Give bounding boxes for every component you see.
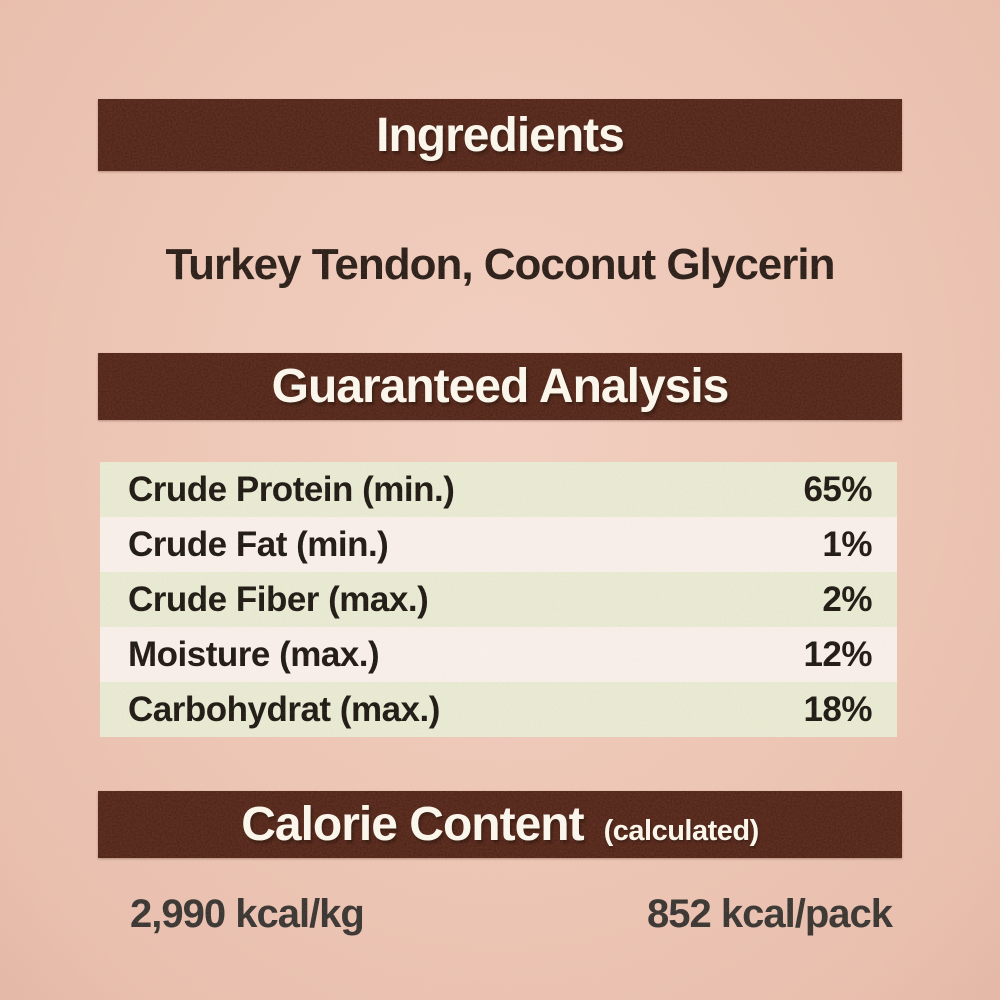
ingredients-title: Ingredients	[376, 108, 625, 162]
row-value: 2%	[822, 579, 872, 619]
row-value: 18%	[803, 689, 872, 729]
guaranteed-analysis-header-bar: Guaranteed Analysis	[98, 353, 902, 420]
ingredients-list: Turkey Tendon, Coconut Glycerin	[165, 240, 835, 289]
table-row-carbohydrat: Carbohydrat (max.) 18%	[100, 682, 897, 737]
row-label: Moisture (max.)	[128, 634, 380, 674]
row-label: Crude Fat (min.)	[128, 524, 389, 564]
kcal-per-pack: 852 kcal/pack	[647, 892, 893, 936]
calorie-values-line: 2,990 kcal/kg 852 kcal/pack	[130, 892, 893, 937]
table-row-crude-fat: Crude Fat (min.) 1%	[100, 517, 897, 572]
calorie-content-title: Calorie Content	[241, 798, 584, 851]
calorie-content-header-bar: Calorie Content (calculated)	[98, 791, 902, 858]
table-row-moisture: Moisture (max.) 12%	[100, 627, 897, 682]
row-label: Crude Protein (min.)	[128, 469, 455, 509]
calorie-content-header-inner: Calorie Content (calculated)	[241, 791, 759, 858]
kcal-per-kg: 2,990 kcal/kg	[130, 892, 365, 936]
row-label: Carbohydrat (max.)	[128, 689, 440, 729]
row-value: 1%	[822, 524, 872, 564]
ingredients-header-bar: Ingredients	[98, 99, 902, 171]
guaranteed-analysis-table: Crude Protein (min.) 65% Crude Fat (min.…	[100, 462, 897, 737]
calorie-content-subtitle: (calculated)	[603, 815, 760, 847]
table-row-crude-fiber: Crude Fiber (max.) 2%	[100, 572, 897, 627]
guaranteed-analysis-title: Guaranteed Analysis	[271, 360, 730, 413]
row-label: Crude Fiber (max.)	[128, 579, 429, 619]
row-value: 12%	[803, 634, 872, 674]
table-row-crude-protein: Crude Protein (min.) 65%	[100, 462, 897, 517]
row-value: 65%	[803, 469, 872, 509]
